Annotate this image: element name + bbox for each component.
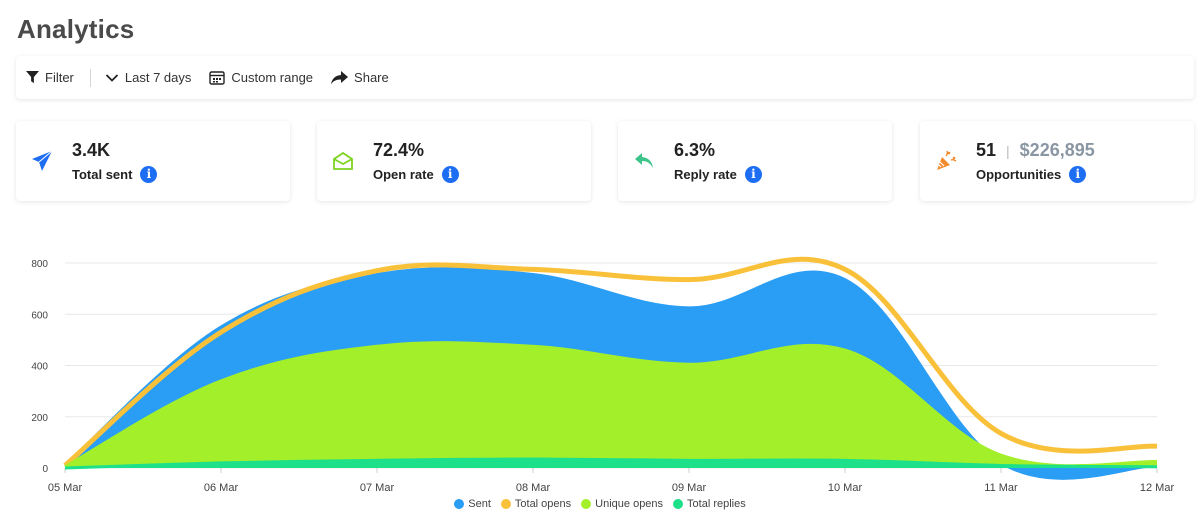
chevron-down-icon xyxy=(105,73,119,82)
unique-opens-area xyxy=(65,342,1157,468)
open-rate-card: 72.4% Open rate i xyxy=(317,121,591,201)
total-sent-value: 3.4K xyxy=(72,140,111,160)
date-range-dropdown[interactable]: Last 7 days xyxy=(105,70,192,85)
legend-item-total-opens[interactable]: Total opens xyxy=(500,498,572,510)
legend-label: Unique opens xyxy=(595,498,664,510)
legend-label: Total opens xyxy=(514,498,572,510)
opportunities-amount: $226,895 xyxy=(1019,140,1095,160)
total-opens-line xyxy=(63,256,1158,468)
opportunities-count: 51 xyxy=(976,140,997,160)
x-tick-label: 07 Mar xyxy=(360,482,395,494)
reply-rate-value: 6.3% xyxy=(674,140,716,160)
date-range-label: Last 7 days xyxy=(124,70,192,85)
opportunities-value: 51 | $226,895 xyxy=(976,140,1095,161)
filter-button[interactable]: Filter xyxy=(26,70,74,85)
total-sent-label: Total sent xyxy=(72,167,133,182)
page-title: Analytics xyxy=(17,14,135,44)
legend-swatch xyxy=(581,499,592,509)
legend-item-unique-opens[interactable]: Unique opens xyxy=(581,498,663,510)
y-tick-label: 0 xyxy=(42,464,48,475)
x-tick-label: 11 Mar xyxy=(984,482,1018,494)
legend-item-sent[interactable]: Sent xyxy=(454,498,491,510)
opportunities-card: 51 | $226,895 Opportunities i xyxy=(920,121,1194,201)
y-tick-label: 200 xyxy=(31,413,48,424)
reply-rate-card: 6.3% Reply rate i xyxy=(618,121,892,201)
info-icon[interactable]: i xyxy=(140,166,158,183)
x-tick-label: 09 Mar xyxy=(672,482,707,494)
x-tick-label: 05 Mar xyxy=(48,482,83,494)
x-tick-label: 10 Mar xyxy=(828,482,863,494)
y-tick-label: 600 xyxy=(31,310,48,321)
toolbar: Filter Last 7 days Custom range Share xyxy=(16,56,1194,99)
stats-cards: 3.4K Total sent i 72.4% Open rate i 6.3% R… xyxy=(16,121,1194,201)
chart-legend: Sent Total opens Unique opens Total replies xyxy=(0,498,1200,510)
calendar-icon xyxy=(209,71,226,85)
party-popper-icon xyxy=(937,150,957,170)
total-replies-line xyxy=(64,457,1158,470)
legend-label: Sent xyxy=(468,498,491,510)
share-button[interactable]: Share xyxy=(331,70,389,85)
opportunities-label: Opportunities xyxy=(976,167,1062,182)
x-tick-label: 12 Mar xyxy=(1140,482,1175,494)
custom-range-label: Custom range xyxy=(231,70,314,85)
legend-swatch xyxy=(673,499,684,509)
filter-icon xyxy=(26,71,39,84)
x-tick-label: 06 Mar xyxy=(204,482,239,494)
share-icon xyxy=(331,70,349,84)
legend-label: Total replies xyxy=(687,498,746,510)
legend-item-total-replies[interactable]: Total replies xyxy=(673,498,746,510)
legend-swatch xyxy=(500,499,511,509)
value-separator: | xyxy=(1006,143,1010,159)
share-label: Share xyxy=(354,70,389,85)
y-tick-label: 400 xyxy=(31,362,48,373)
open-envelope-icon xyxy=(333,151,353,170)
total-sent-card: 3.4K Total sent i xyxy=(16,121,290,201)
toolbar-divider xyxy=(89,68,91,87)
legend-swatch xyxy=(454,499,465,509)
reply-rate-label: Reply rate xyxy=(674,167,737,182)
x-tick-label: 08 Mar xyxy=(516,482,551,494)
filter-label: Filter xyxy=(45,70,74,85)
open-rate-value: 72.4% xyxy=(373,140,425,160)
custom-range-button[interactable]: Custom range xyxy=(209,70,313,85)
analytics-chart: 0 200 400 600 800 05 Mar 06 Mar 07 Mar 08 Mar 09 … xyxy=(31,256,1175,494)
reply-arrow-icon xyxy=(635,153,653,168)
y-tick-label: 800 xyxy=(31,259,48,270)
info-icon[interactable]: i xyxy=(744,166,762,183)
unique-opens-line xyxy=(64,341,1158,469)
open-rate-label: Open rate xyxy=(373,167,434,182)
info-icon[interactable]: i xyxy=(441,166,459,183)
info-icon[interactable]: i xyxy=(1069,166,1087,183)
paper-plane-icon xyxy=(32,150,53,171)
